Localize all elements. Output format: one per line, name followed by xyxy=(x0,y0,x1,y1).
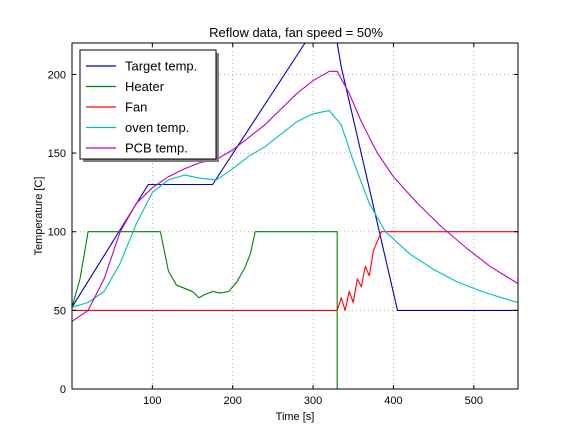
plot-frame xyxy=(71,42,519,390)
grid-lines xyxy=(72,43,518,390)
y-tick-label: 50 xyxy=(54,305,66,317)
series-line-fan xyxy=(72,231,518,311)
y-axis-label: Temperature [C] xyxy=(33,177,45,256)
x-tick-label: 400 xyxy=(384,395,402,407)
legend-label-heater: Heater xyxy=(125,79,165,94)
legend: Target temp. Heater Fan oven temp. PCB temp. xyxy=(79,49,219,162)
y-tick-label: 100 xyxy=(48,227,66,239)
legend-box xyxy=(79,49,217,160)
legend-items: Target temp. Heater Fan oven temp. PCB temp. xyxy=(86,59,197,156)
legend-label-pcb-temp: PCB temp. xyxy=(125,141,188,156)
series-line-pcb-temp xyxy=(71,70,519,322)
series-line-heater xyxy=(71,231,338,389)
y-tick-label: 150 xyxy=(48,148,66,160)
x-tick-label: 200 xyxy=(224,395,242,407)
x-axis-label: Time [s] xyxy=(276,411,315,423)
y-tick-label: 0 xyxy=(60,384,66,396)
x-tick-label: 100 xyxy=(143,395,161,407)
legend-label-fan: Fan xyxy=(125,100,147,115)
x-tick-label: 500 xyxy=(465,395,483,407)
x-tick-label: 300 xyxy=(304,395,322,407)
legend-label-oven-temp: oven temp. xyxy=(125,120,189,135)
series-line-oven-temp xyxy=(71,110,519,308)
ticks-group: 100 200 300 400 500 0 50 100 150 200 xyxy=(48,43,518,407)
chart-title: Reflow data, fan speed = 50% xyxy=(209,25,383,40)
legend-label-target-temp: Target temp. xyxy=(125,59,197,74)
y-tick-label: 200 xyxy=(48,69,66,81)
